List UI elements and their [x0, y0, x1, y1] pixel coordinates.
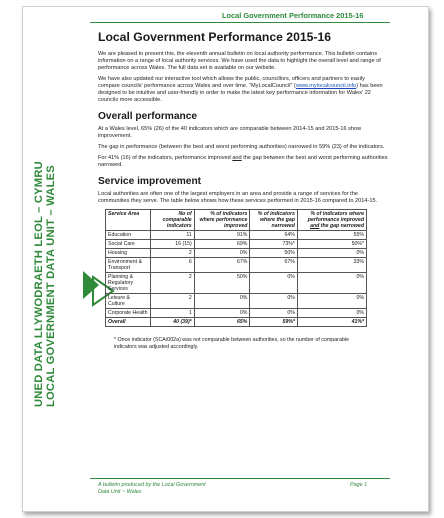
cell-service-area: Housing: [105, 248, 151, 258]
intro-p2-text-a: We have also updated our interactive too…: [98, 76, 365, 89]
sidebar-text-welsh: UNED DATA LLYWODRAETH LEOL – CYMRU: [33, 161, 45, 407]
overall-paragraph-1: At a Wales level, 65% (26) of the 40 ind…: [98, 126, 362, 139]
cell-both: 55%: [296, 230, 368, 240]
cell-service-area: Planning & Regulatory Services: [105, 272, 151, 294]
cell-improved: 91%: [193, 230, 251, 240]
cell-improved: 0%: [193, 293, 251, 309]
cell-both: 0%: [296, 308, 368, 318]
sidebar: UNED DATA LLYWODRAETH LEOL – CYMRU LOCAL…: [23, 7, 115, 511]
cell-service-area: Environment & Transport: [105, 257, 151, 273]
cell-both: 33%: [296, 257, 368, 273]
cell-both: 0%: [296, 293, 368, 309]
cell-both: 0%: [296, 272, 368, 294]
cell-both: 41%*: [296, 317, 368, 327]
sidebar-text-english: LOCAL GOVERNMENT DATA UNIT – WALES: [45, 165, 57, 407]
table-row: Housing 2 0% 50% 0%: [105, 248, 368, 258]
cell-improved: 0%: [193, 248, 251, 258]
overall-paragraph-3: For 41% (16) of the indicators, performa…: [98, 155, 388, 169]
cell-gap-narrowed: 50%: [249, 248, 298, 258]
footer-divider: [90, 478, 390, 479]
overall-paragraph-2: The gap in performance (between the best…: [98, 144, 385, 150]
footer-credit-line1: A bulletin produced by the Local Governm…: [98, 482, 206, 488]
data-unit-logo-icon: [83, 271, 115, 307]
cell-comparable: 2: [149, 248, 195, 258]
cell-improved: 67%: [193, 257, 251, 273]
table-row: Education 11 91% 64% 55%: [105, 230, 368, 240]
cell-gap-narrowed: 64%: [249, 230, 298, 240]
mylocalcouncil-link[interactable]: www.mylocalcouncil.info: [295, 83, 357, 89]
section-title-overall: Overall performance: [98, 111, 198, 122]
col-header-service-area: Service Area: [105, 209, 151, 231]
table-row-total: Overall 40 (39)* 65% 59%* 41%*: [105, 317, 368, 327]
overall-p3-text-a: For 41% (16) of the indicators, performa…: [98, 155, 233, 161]
cell-both: 50%*: [296, 239, 368, 249]
cell-service-area: Social Care: [105, 239, 151, 249]
cell-service-area: Education: [105, 230, 151, 240]
cell-improved: 50%: [193, 272, 251, 294]
cell-comparable: 2: [149, 272, 195, 294]
cell-improved: 65%: [193, 317, 251, 327]
cell-comparable: 16 (15): [149, 239, 195, 249]
col-header-improved: % of indicators where performance improv…: [193, 209, 251, 231]
cell-gap-narrowed: 67%: [249, 257, 298, 273]
intro-paragraph-2: We have also updated our interactive too…: [98, 76, 388, 104]
cell-gap-narrowed: 59%*: [249, 317, 298, 327]
page-number: Page 1: [350, 482, 368, 488]
page-header-title: Local Government Performance 2015-16: [222, 11, 364, 20]
table-footnote: * Once indicator (SCA/002a) was not comp…: [114, 337, 349, 350]
table-row: Corporate Health 1 0% 0% 0%: [105, 308, 368, 318]
cell-gap-narrowed: 0%: [249, 308, 298, 318]
col-header-gap-narrowed: % of indicators where the gap narrowed: [249, 209, 298, 231]
cell-service-area: Leisure & Culture: [105, 293, 151, 309]
col-header-comparable: No of comparable indicators: [149, 209, 195, 231]
table-row: Social Care 16 (15) 69% 73%* 50%*: [105, 239, 368, 249]
intro-p2-text-b: ) has been designed to be intuitive and …: [98, 83, 383, 103]
overall-p3-text-b: the gap between the best and worst perfo…: [98, 155, 388, 168]
cell-improved: 0%: [193, 308, 251, 318]
cell-gap-narrowed: 0%: [249, 272, 298, 294]
sidebar-brand-text: UNED DATA LLYWODRAETH LEOL – CYMRU LOCAL…: [33, 0, 57, 407]
service-paragraph-1: Local authorities are often one of the l…: [98, 191, 378, 204]
document-content: Local Government Performance 2015-16 We …: [98, 30, 388, 350]
cell-comparable: 40 (39)*: [149, 317, 195, 327]
section-title-service: Service improvement: [98, 176, 202, 187]
page-title: Local Government Performance 2015-16: [98, 30, 332, 44]
footer-credit-line2: Data Unit ~ Wales: [98, 488, 142, 495]
cell-comparable: 2: [149, 293, 195, 309]
cell-gap-narrowed: 73%*: [249, 239, 298, 249]
table-row: Environment & Transport 6 67% 67% 33%: [105, 257, 368, 273]
overall-p3-and: and: [232, 155, 242, 161]
cell-comparable: 11: [149, 230, 195, 240]
header-divider: [90, 22, 390, 23]
table-row: Leisure & Culture 2 0% 0% 0%: [105, 293, 368, 309]
cell-both: 0%: [296, 248, 368, 258]
cell-gap-narrowed: 0%: [249, 293, 298, 309]
service-table: Service Area No of comparable indicators…: [105, 209, 368, 327]
cell-comparable: 6: [149, 257, 195, 273]
cell-comparable: 1: [149, 308, 195, 318]
intro-paragraph-1: We are pleased to present this, the elev…: [98, 51, 381, 71]
cell-service-area: Overall: [105, 317, 151, 327]
cell-improved: 69%: [193, 239, 251, 249]
footer-credit: A bulletin produced by the Local Governm…: [98, 482, 206, 495]
table-header-row: Service Area No of comparable indicators…: [105, 209, 368, 231]
col-header-both: % of indicators where performance improv…: [296, 209, 368, 231]
cell-service-area: Corporate Health: [105, 308, 151, 318]
table-row: Planning & Regulatory Services 2 50% 0% …: [105, 272, 368, 294]
